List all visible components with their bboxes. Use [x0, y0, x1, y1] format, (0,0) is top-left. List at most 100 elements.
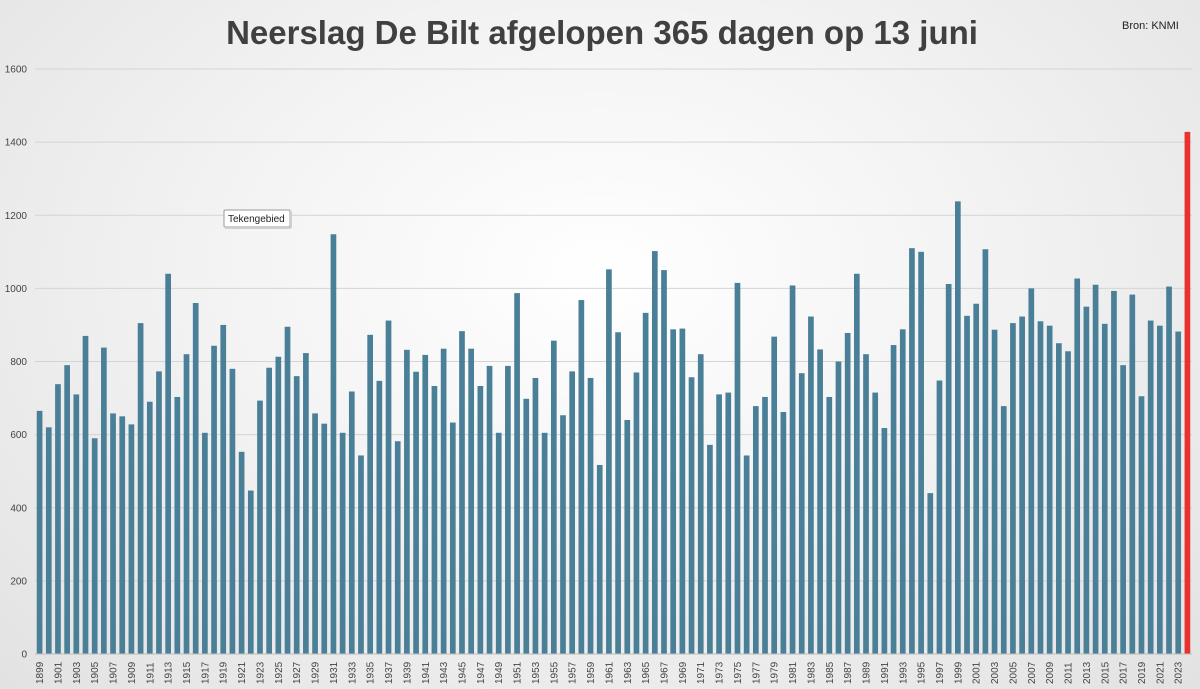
bar-1906 [101, 347, 107, 654]
bar-2022 [1166, 286, 1172, 654]
x-tick-label: 2007 [1027, 661, 1038, 684]
bar-1945 [459, 331, 465, 654]
x-tick-label: 1927 [292, 661, 303, 684]
bar-2014 [1092, 284, 1099, 654]
x-tick-label: 1937 [384, 661, 395, 684]
bar-2008 [1037, 321, 1044, 654]
bar-1999 [955, 201, 961, 655]
x-tick-label: 1901 [53, 661, 64, 684]
bar-1911 [146, 401, 153, 654]
y-tick-label: 1600 [5, 65, 28, 76]
x-tick-label: 1993 [898, 661, 909, 684]
x-tick-label: 1935 [366, 661, 377, 684]
bar-1928 [303, 353, 309, 654]
bar-1967 [661, 270, 667, 654]
bar-1904 [82, 335, 89, 654]
bar-1964 [633, 372, 640, 654]
x-tick-label: 1939 [402, 661, 413, 684]
bar-1997 [936, 380, 943, 654]
bar-1991 [881, 428, 888, 654]
x-tick-label: 2015 [1100, 661, 1111, 684]
x-tick-label: 1945 [457, 661, 468, 684]
bar-1947 [477, 386, 484, 654]
tooltip: Tekengebied [223, 209, 292, 229]
bar-2011 [1065, 351, 1071, 654]
bar-2002 [982, 249, 989, 654]
x-tick-label: 1981 [788, 661, 799, 684]
bar-1978 [762, 396, 768, 654]
x-tick-label: 1899 [35, 661, 46, 684]
bar-2023 [1175, 331, 1182, 654]
bar-1948 [486, 365, 493, 654]
bar-1901 [55, 384, 61, 654]
x-axis: 1899 1901 1903 1905 1907 1909 1911 1913 1915 1917… [35, 661, 1185, 684]
bar-1992 [890, 345, 897, 654]
x-tick-label: 1953 [531, 661, 542, 684]
x-tick-label: 1925 [274, 661, 285, 684]
x-tick-label: 1919 [219, 661, 230, 684]
y-tick-label: 400 [10, 503, 27, 514]
bar-1951 [514, 293, 520, 654]
bar-1932 [339, 432, 346, 654]
x-tick-label: 1943 [439, 661, 450, 684]
x-tick-label: 1923 [255, 661, 266, 684]
x-tick-label: 1941 [421, 661, 432, 684]
x-tick-label: 2021 [1155, 661, 1166, 684]
bar-1962 [615, 332, 621, 654]
bar-1966 [651, 251, 658, 654]
x-tick-label: 1983 [806, 661, 817, 684]
bar-1958 [578, 300, 585, 654]
bar-1977 [752, 406, 759, 654]
bar-2010 [1056, 343, 1062, 654]
bar-1982 [798, 373, 805, 654]
x-tick-label: 1913 [164, 661, 175, 684]
x-tick-label: 1965 [641, 661, 652, 684]
bar-1920 [229, 368, 236, 654]
bar-1961 [606, 269, 612, 654]
bar-1900 [45, 427, 52, 654]
bar-1902 [64, 365, 70, 654]
x-tick-label: 1931 [329, 661, 340, 684]
bar-1907 [110, 413, 116, 654]
x-tick-label: 1987 [843, 661, 854, 684]
x-tick-label: 1909 [127, 661, 138, 684]
x-tick-label: 1979 [770, 661, 781, 684]
bar-1969 [679, 328, 686, 654]
bar-1986 [835, 361, 842, 654]
bar-1981 [789, 285, 796, 654]
x-tick-label: 2003 [990, 661, 1001, 684]
x-tick-label: 1989 [862, 661, 873, 684]
bar-1965 [642, 312, 649, 654]
bars [36, 131, 1191, 655]
bar-1955 [550, 340, 557, 654]
x-tick-label: 1933 [347, 661, 358, 684]
x-tick-label: 1955 [549, 661, 560, 684]
bar-2001 [973, 303, 980, 654]
bar-1987 [844, 332, 851, 654]
bar-1994 [909, 248, 915, 654]
bar-1944 [449, 422, 456, 654]
bar-1914 [174, 396, 181, 654]
bar-1988 [853, 273, 860, 654]
x-tick-label: 2023 [1174, 661, 1185, 684]
bar-1998 [945, 283, 952, 654]
bar-1975 [734, 282, 741, 654]
bar-2019 [1138, 396, 1145, 654]
bar-1940 [413, 371, 419, 654]
x-tick-label: 1949 [494, 661, 505, 684]
bar-1976 [743, 455, 750, 654]
x-tick-label: 1997 [935, 661, 946, 684]
bar-1930 [321, 423, 328, 654]
bar-1959 [587, 377, 594, 654]
bar-1922 [247, 490, 254, 654]
x-tick-label: 1915 [182, 661, 193, 684]
bar-2017 [1120, 365, 1126, 654]
bar-1935 [367, 334, 374, 654]
bar-1934 [358, 455, 364, 654]
gridlines [35, 68, 1192, 582]
bar-1931 [330, 234, 337, 654]
bar-1941 [422, 354, 429, 654]
bar-2004 [1000, 406, 1007, 654]
x-tick-label: 1947 [476, 661, 487, 684]
